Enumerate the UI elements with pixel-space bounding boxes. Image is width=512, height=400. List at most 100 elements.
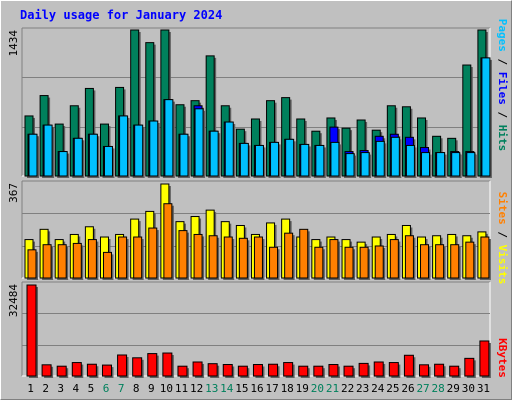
- pages-bar: [149, 120, 159, 177]
- kbytes-bar: [283, 362, 294, 377]
- kbytes-bar: [252, 364, 263, 377]
- kbytes-bar: [419, 364, 430, 377]
- kbytes-bar: [328, 364, 339, 377]
- kbytes-bar: [41, 364, 52, 377]
- pages-bar: [179, 133, 189, 177]
- sites-bar: [133, 236, 143, 279]
- day-label: 4: [73, 382, 80, 395]
- pages-bar: [254, 144, 264, 177]
- day-label: 16: [250, 382, 263, 395]
- legend-hits-files-pages-sep2: /: [496, 105, 509, 125]
- sites-bar: [102, 251, 112, 279]
- pages-bar: [209, 130, 219, 177]
- kbytes-bar: [237, 365, 248, 377]
- pages-bar: [88, 133, 98, 177]
- kbytes-bar: [343, 365, 354, 377]
- kbytes-bar: [313, 365, 324, 377]
- day-label: 31: [477, 382, 490, 395]
- day-label: 28: [432, 382, 445, 395]
- kbytes-bar: [101, 364, 112, 377]
- kbytes-bar: [71, 362, 82, 377]
- kbytes-bar: [388, 362, 399, 377]
- pages-bar: [270, 141, 280, 177]
- chart-title: Daily usage for January 2024: [20, 8, 222, 22]
- sites-bar: [314, 246, 324, 279]
- legend-hits-files-pages-sep1: /: [496, 52, 509, 72]
- sites-bar: [178, 230, 188, 279]
- day-label: 12: [190, 382, 203, 395]
- kbytes-bar: [222, 364, 233, 377]
- sites-bar: [404, 235, 414, 279]
- kbytes-bar: [207, 363, 218, 377]
- legend-hits-files-pages-files: Files: [496, 72, 509, 105]
- pages-bar: [360, 152, 370, 177]
- sites-bar: [118, 236, 128, 279]
- kbytes-bar: [56, 365, 67, 377]
- pages-bar: [134, 124, 144, 177]
- kbytes-bar: [298, 365, 309, 377]
- legend-kbytes-kbytes: KBytes: [496, 338, 509, 378]
- day-label: 20: [311, 382, 324, 395]
- sites-bar: [193, 233, 203, 279]
- sites-bar: [389, 239, 399, 279]
- sites-bar: [284, 232, 294, 279]
- pages-bar: [285, 138, 295, 177]
- day-label: 7: [118, 382, 125, 395]
- sites-bar: [253, 236, 263, 279]
- sites-bar: [420, 244, 430, 279]
- sites-bar: [148, 227, 158, 279]
- pages-bar: [239, 142, 249, 177]
- pages-bar: [390, 136, 400, 177]
- sites-bar: [299, 228, 309, 279]
- legend-visits-sites-sites: Sites: [496, 192, 509, 225]
- sites-bar: [374, 245, 384, 279]
- pages-bar: [28, 133, 38, 177]
- sites-bar: [359, 246, 369, 279]
- y-max-label-kbytes: 32484: [7, 284, 20, 317]
- day-label: 15: [235, 382, 248, 395]
- sites-bar: [329, 239, 339, 279]
- kbytes-bar: [86, 363, 97, 377]
- pages-bar: [421, 152, 431, 177]
- day-label: 13: [205, 382, 218, 395]
- kbytes-bar: [358, 362, 369, 377]
- day-label: 29: [447, 382, 460, 395]
- kbytes-bar: [434, 363, 445, 377]
- sites-bar: [269, 246, 279, 279]
- pages-bar: [405, 144, 415, 177]
- day-label: 14: [220, 382, 234, 395]
- kbytes-bar: [117, 354, 128, 377]
- sites-bar: [163, 203, 173, 279]
- day-label: 17: [265, 382, 278, 395]
- day-label: 19: [296, 382, 309, 395]
- kbytes-bar: [192, 361, 203, 377]
- day-label: 22: [341, 382, 354, 395]
- kbytes-bar: [373, 361, 384, 377]
- legend-visits-sites-visits: Visits: [496, 245, 509, 285]
- legend-kbytes: KBytes: [496, 338, 509, 378]
- day-label: 21: [326, 382, 339, 395]
- day-label: 27: [416, 382, 429, 395]
- sites-bar: [42, 244, 52, 279]
- kbytes-bar: [449, 365, 460, 377]
- pages-bar: [330, 141, 340, 177]
- kbytes-bar: [479, 340, 490, 377]
- sites-bar: [72, 242, 82, 279]
- pages-bar: [300, 143, 310, 177]
- sites-bar: [344, 246, 354, 279]
- sites-bar: [480, 236, 490, 279]
- day-label: 5: [88, 382, 95, 395]
- legend-visits-sites: Sites / Visits: [496, 192, 509, 285]
- day-label: 2: [42, 382, 49, 395]
- kbytes-bar: [132, 357, 143, 377]
- sites-bar: [87, 239, 97, 279]
- sites-bar: [57, 244, 67, 279]
- y-max-label-hits: 1434: [7, 30, 20, 57]
- pages-bar: [73, 137, 83, 177]
- pages-bar: [466, 152, 476, 177]
- day-label: 11: [175, 382, 188, 395]
- pages-bar: [451, 152, 461, 177]
- day-label: 26: [401, 382, 414, 395]
- day-label: 8: [133, 382, 140, 395]
- day-label: 23: [356, 382, 369, 395]
